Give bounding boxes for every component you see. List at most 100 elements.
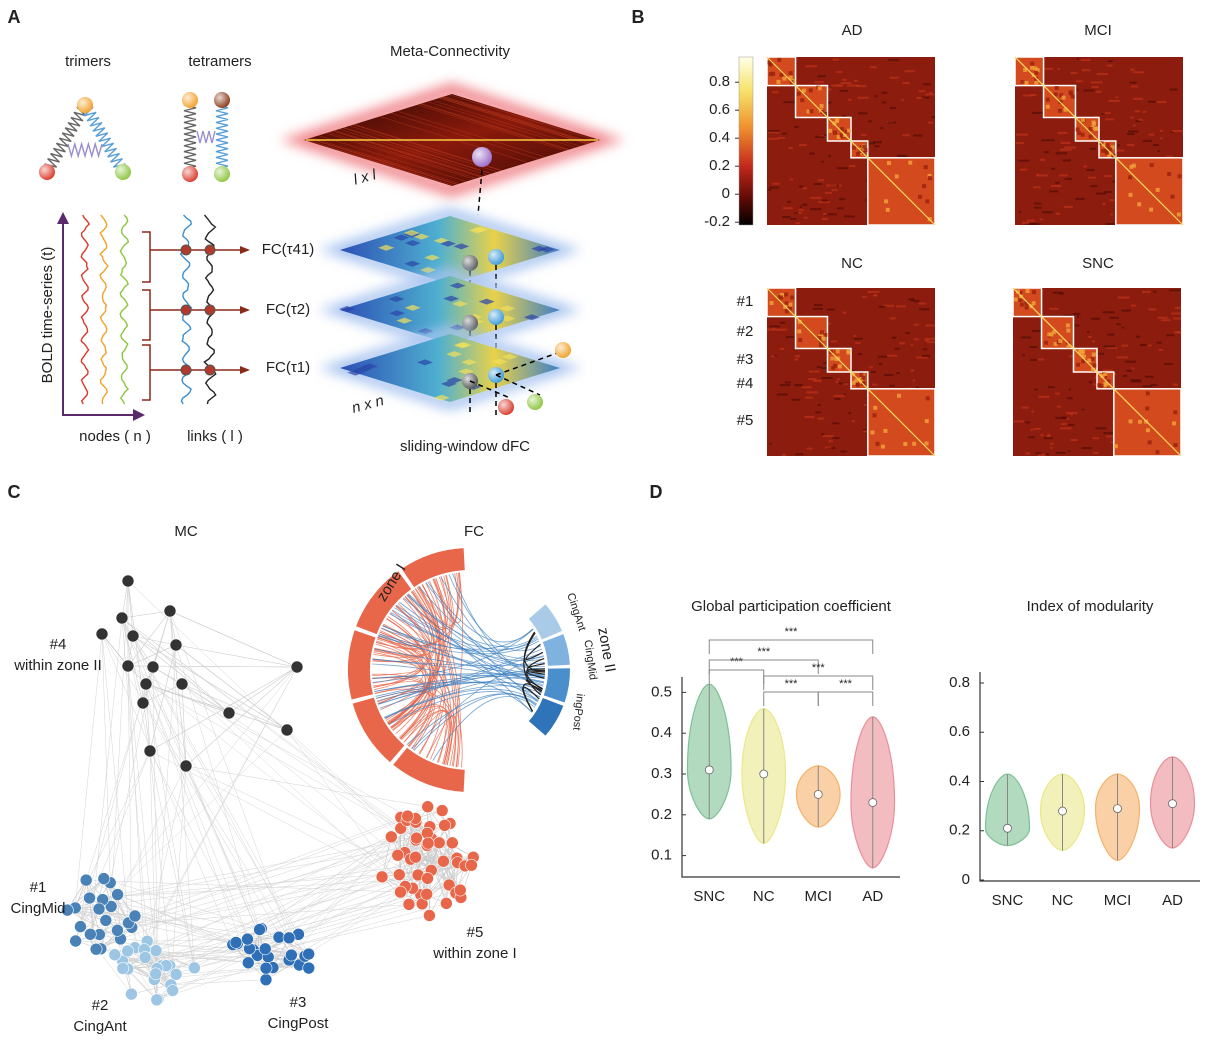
label: n x n <box>350 392 386 417</box>
node <box>253 923 266 936</box>
matrix-texture <box>501 353 518 360</box>
heatmap-texture <box>1066 344 1071 349</box>
edge <box>155 644 177 951</box>
node <box>116 962 130 975</box>
heatmap-texture <box>831 189 838 192</box>
heatmap-texture <box>1030 359 1038 362</box>
edge <box>80 880 87 927</box>
dot <box>180 304 192 316</box>
x-tick-label: MCI <box>805 888 833 905</box>
heatmap-texture <box>1058 339 1063 344</box>
arrow <box>240 366 250 374</box>
edge <box>181 683 398 856</box>
heatmap-texture <box>912 441 917 446</box>
sphere-shine <box>472 147 492 167</box>
heatmap-texture <box>790 217 797 220</box>
heatmap-texture <box>1024 301 1029 306</box>
chord <box>452 573 545 677</box>
node <box>115 611 129 625</box>
heatmap-texture <box>788 146 793 149</box>
edge <box>170 765 187 985</box>
heatmap-texture <box>908 160 913 165</box>
edge <box>132 635 230 714</box>
chart-title: Global participation coefficient <box>691 598 892 615</box>
node <box>79 873 93 887</box>
heatmap-texture <box>1130 379 1141 382</box>
node <box>188 961 201 975</box>
matrix-texture <box>440 380 457 387</box>
node <box>95 627 109 641</box>
heatmap-texture <box>802 187 808 190</box>
group-title: NC <box>841 255 863 272</box>
matrix-texture <box>443 295 460 302</box>
heatmap-texture <box>798 185 804 188</box>
heatmap-texture <box>866 142 876 145</box>
heatmap-texture <box>782 76 787 81</box>
heatmap-texture <box>1092 363 1097 368</box>
heatmap-texture <box>771 71 776 76</box>
heatmap-texture <box>791 398 801 401</box>
x-tick-label: AD <box>1162 892 1183 909</box>
heatmap-texture <box>1024 81 1029 86</box>
heatmap-texture <box>767 328 779 331</box>
heatmap-texture <box>769 301 774 306</box>
heatmap-texture <box>858 377 863 382</box>
heatmap-texture <box>894 347 900 350</box>
matrix-texture <box>455 341 472 348</box>
heatmap-texture <box>776 393 788 396</box>
heatmap-texture <box>1061 422 1067 425</box>
heatmap-texture <box>1080 349 1085 354</box>
heatmap-texture <box>921 96 930 99</box>
heatmap-texture <box>1103 175 1112 178</box>
heatmap-texture <box>814 135 824 138</box>
significance-bracket <box>708 639 874 654</box>
chord <box>448 574 542 652</box>
sphere-shine <box>527 394 543 410</box>
matrix-texture <box>349 125 498 173</box>
heatmap-texture <box>1106 379 1111 384</box>
sphere-shine <box>182 92 198 108</box>
node <box>138 951 152 964</box>
matrix-texture <box>305 139 454 186</box>
sphere-shine <box>555 342 571 358</box>
heatmap-texture <box>840 127 845 132</box>
heatmap-texture <box>1090 317 1100 320</box>
heatmap-texture <box>839 89 849 92</box>
chord <box>388 704 451 765</box>
heatmap-texture <box>908 298 915 301</box>
matrix-texture <box>419 103 569 151</box>
heatmap-texture <box>1039 158 1046 161</box>
sphere-shine <box>488 309 504 325</box>
heatmap-texture <box>1042 211 1053 214</box>
heatmap-texture <box>1095 427 1107 430</box>
heatmap-texture <box>769 186 779 189</box>
heatmap-texture <box>818 201 830 204</box>
time-series <box>99 214 109 405</box>
edge <box>100 906 112 949</box>
heatmap-texture <box>783 101 795 104</box>
matrix-texture <box>339 306 356 313</box>
heatmap-texture <box>784 381 791 384</box>
heatmap-texture <box>1155 187 1160 192</box>
heatmap-texture <box>1147 440 1152 445</box>
heatmap-texture <box>922 354 931 357</box>
heatmap-texture <box>1021 354 1025 357</box>
heatmap-texture <box>824 446 832 449</box>
heatmap-texture <box>927 176 932 181</box>
heatmap-texture <box>1133 124 1136 127</box>
heatmap-texture <box>782 216 791 219</box>
heatmap-texture <box>1129 164 1134 169</box>
heatmap-texture <box>1076 362 1081 367</box>
sphere-shine <box>182 166 198 182</box>
heatmap-texture <box>1045 97 1050 102</box>
heatmap-texture <box>788 302 793 307</box>
heatmap-texture <box>1055 181 1060 184</box>
edge <box>265 828 401 950</box>
edge <box>127 580 134 637</box>
edge <box>127 968 157 1001</box>
edge <box>121 617 401 829</box>
heatmap-texture <box>924 337 935 340</box>
edge <box>127 580 151 752</box>
zone-arc <box>528 697 564 736</box>
heatmap-texture <box>805 65 818 68</box>
